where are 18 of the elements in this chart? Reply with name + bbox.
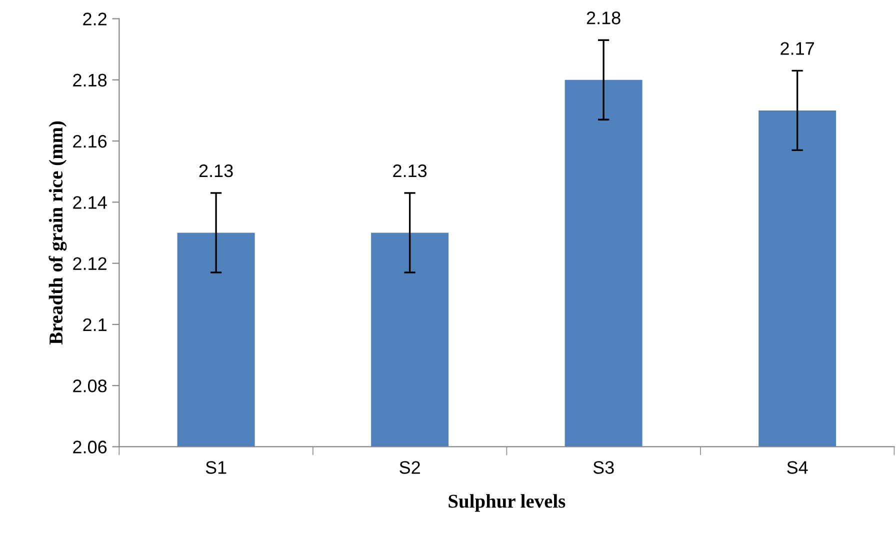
y-tick-label: 2.08 xyxy=(73,380,107,392)
x-tick-label: S1 xyxy=(206,461,226,474)
y-tick-label: 2.06 xyxy=(73,440,107,454)
data-label: 2.13 xyxy=(393,164,427,178)
x-axis-title: Sulphur levels xyxy=(448,494,566,512)
y-axis-title: Breadth of grain rice (mm) xyxy=(48,121,67,345)
y-tick-label: 2.12 xyxy=(73,257,106,270)
y-tick-label: 2.1 xyxy=(83,318,106,331)
x-tick-label: S3 xyxy=(593,461,614,474)
x-tick-label: S4 xyxy=(787,461,808,474)
y-tick-label: 2.16 xyxy=(73,134,107,148)
y-tick-label: 2.18 xyxy=(73,74,107,87)
data-label: 2.18 xyxy=(586,12,620,24)
data-label: 2.13 xyxy=(199,164,233,178)
y-tick-label: 2.14 xyxy=(73,196,107,209)
y-tick-label: 2.2 xyxy=(83,12,106,26)
data-label: 2.17 xyxy=(780,42,814,55)
x-tick-label: S2 xyxy=(400,461,420,474)
